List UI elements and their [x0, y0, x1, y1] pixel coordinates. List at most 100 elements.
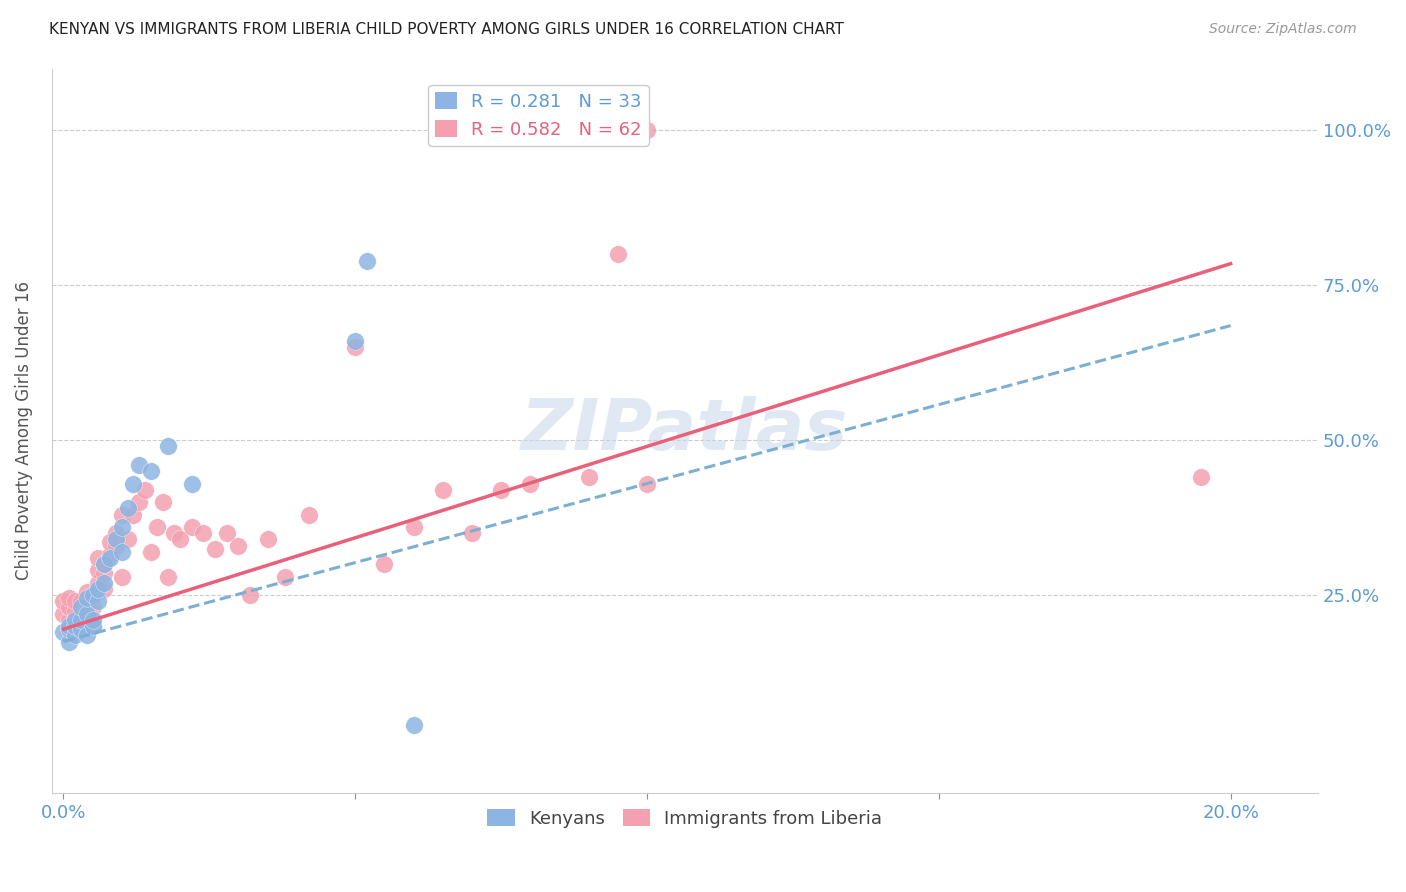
Point [163, 526, 186, 541]
Point [58, 600, 80, 615]
Text: KENYAN VS IMMIGRANTS FROM LIBERIA CHILD POVERTY AMONG GIRLS UNDER 16 CORRELATION: KENYAN VS IMMIGRANTS FROM LIBERIA CHILD … [49, 22, 844, 37]
Point [239, 588, 262, 602]
Point [63, 613, 86, 627]
Point [98, 535, 121, 549]
Point [606, 247, 628, 261]
Point [636, 123, 658, 137]
Point [1189, 470, 1212, 484]
Point [82, 613, 104, 627]
Point [93, 575, 115, 590]
Point [58, 634, 80, 648]
Text: Source: ZipAtlas.com: Source: ZipAtlas.com [1209, 22, 1357, 37]
Point [93, 557, 115, 571]
Point [70, 607, 93, 621]
Point [344, 340, 367, 354]
Point [461, 526, 484, 541]
Point [274, 569, 297, 583]
Point [76, 628, 98, 642]
Point [58, 591, 80, 606]
Point [76, 585, 98, 599]
Point [87, 550, 110, 565]
Point [489, 483, 512, 497]
Point [58, 622, 80, 636]
Point [146, 520, 169, 534]
Point [180, 520, 202, 534]
Point [52, 607, 75, 621]
Point [111, 520, 134, 534]
Point [402, 520, 425, 534]
Point [76, 598, 98, 612]
Point [63, 594, 86, 608]
Point [93, 557, 115, 571]
Point [111, 569, 134, 583]
Point [117, 533, 139, 547]
Point [58, 613, 80, 627]
Point [87, 563, 110, 577]
Point [104, 533, 127, 547]
Point [157, 439, 180, 453]
Point [82, 588, 104, 602]
Point [128, 458, 150, 472]
Point [356, 253, 378, 268]
Point [52, 625, 75, 640]
Point [157, 569, 180, 583]
Legend: Kenyans, Immigrants from Liberia: Kenyans, Immigrants from Liberia [481, 802, 890, 835]
Point [104, 539, 127, 553]
Point [87, 594, 110, 608]
Point [432, 483, 454, 497]
Point [128, 495, 150, 509]
Point [82, 588, 104, 602]
Point [139, 545, 162, 559]
Point [70, 613, 93, 627]
Point [519, 476, 541, 491]
Point [58, 622, 80, 636]
Point [93, 582, 115, 596]
Point [117, 501, 139, 516]
Point [87, 582, 110, 596]
Point [578, 470, 600, 484]
Y-axis label: Child Poverty Among Girls Under 16: Child Poverty Among Girls Under 16 [15, 282, 32, 581]
Point [204, 541, 226, 556]
Point [180, 476, 202, 491]
Point [122, 476, 145, 491]
Point [104, 526, 127, 541]
Point [122, 508, 145, 522]
Point [82, 619, 104, 633]
Text: ZIPatlas: ZIPatlas [522, 396, 849, 466]
Point [63, 619, 86, 633]
Point [111, 545, 134, 559]
Point [52, 594, 75, 608]
Point [76, 591, 98, 606]
Point [76, 607, 98, 621]
Point [344, 334, 367, 348]
Point [70, 600, 93, 615]
Point [228, 539, 250, 553]
Point [193, 526, 215, 541]
Point [82, 600, 104, 615]
Point [63, 628, 86, 642]
Point [139, 464, 162, 478]
Point [87, 575, 110, 590]
Point [63, 609, 86, 624]
Point [63, 604, 86, 618]
Point [111, 508, 134, 522]
Point [256, 533, 278, 547]
Point [70, 613, 93, 627]
Point [152, 495, 174, 509]
Point [70, 594, 93, 608]
Point [70, 622, 93, 636]
Point [134, 483, 156, 497]
Point [76, 609, 98, 624]
Point [169, 533, 191, 547]
Point [98, 550, 121, 565]
Point [215, 526, 238, 541]
Point [63, 619, 86, 633]
Point [93, 566, 115, 581]
Point [58, 619, 80, 633]
Point [98, 548, 121, 562]
Point [636, 476, 658, 491]
Point [297, 508, 319, 522]
Point [373, 557, 395, 571]
Point [402, 718, 425, 732]
Point [82, 619, 104, 633]
